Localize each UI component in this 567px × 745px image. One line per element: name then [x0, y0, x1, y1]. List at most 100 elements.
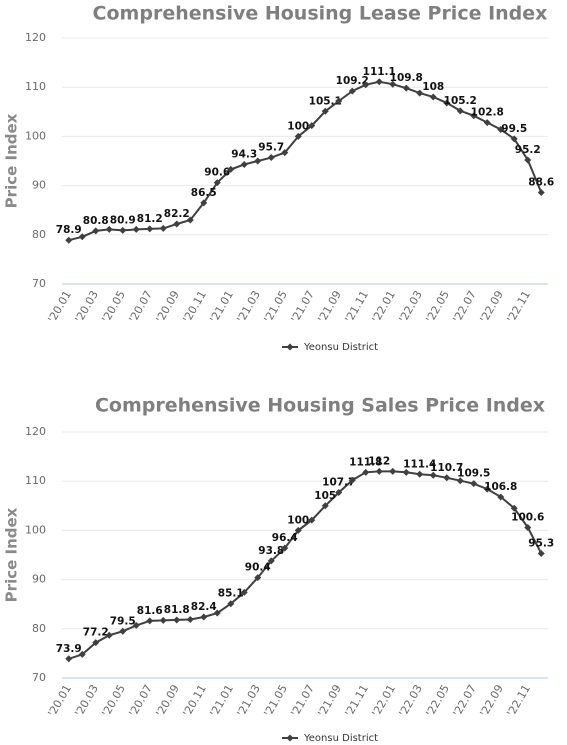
marker — [429, 471, 437, 479]
data-label: 105 — [314, 490, 336, 502]
y-tick-label: 70 — [32, 671, 46, 684]
marker — [348, 476, 356, 484]
data-label: 108 — [422, 81, 444, 93]
data-label: 78.9 — [56, 224, 82, 236]
marker — [200, 199, 208, 207]
chart-title: Comprehensive Housing Lease Price Index — [93, 3, 548, 25]
x-tick-label: '21.01 — [207, 683, 236, 719]
marker — [524, 523, 532, 531]
marker — [456, 477, 464, 485]
data-label: 111.4 — [403, 458, 436, 470]
marker — [429, 93, 437, 101]
marker — [78, 650, 86, 658]
x-tick-label: '22.11 — [504, 289, 533, 325]
data-label: 82.4 — [191, 601, 217, 613]
data-label: 99.5 — [501, 123, 527, 135]
x-tick-label: '20.03 — [72, 682, 101, 718]
marker — [240, 588, 248, 596]
marker — [402, 84, 410, 92]
marker — [281, 544, 289, 552]
data-label: 111.8 — [349, 456, 382, 468]
x-tick-label: '22.07 — [450, 288, 479, 324]
x-tick-label: '21.01 — [207, 289, 236, 325]
data-label: 112 — [368, 455, 390, 467]
marker — [173, 220, 181, 228]
chart: Comprehensive Housing Sales Price Index P… — [3, 395, 555, 745]
x-tick-label: '20.09 — [153, 682, 182, 718]
marker — [213, 179, 221, 187]
marker — [254, 157, 262, 165]
data-label: 107.7 — [322, 477, 355, 489]
marker — [159, 616, 167, 624]
marker — [119, 226, 127, 234]
x-tick-label: '20.11 — [180, 289, 209, 325]
x-tick-label: '22.03 — [396, 288, 425, 324]
x-tick-label: '21.07 — [288, 288, 317, 324]
x-tick-label: '20.11 — [180, 683, 209, 719]
data-label: 86.5 — [191, 187, 217, 199]
data-label: 81.6 — [137, 605, 163, 617]
marker — [308, 122, 316, 130]
x-tick-label: '22.05 — [423, 288, 452, 324]
data-label: 88.6 — [528, 176, 554, 188]
data-label: 95.2 — [515, 144, 541, 156]
marker — [348, 87, 356, 95]
x-tick-label: '21.07 — [288, 682, 317, 718]
y-axis-label: Price Index — [3, 113, 21, 208]
marker — [65, 236, 73, 244]
marker — [132, 621, 140, 629]
marker — [389, 467, 397, 475]
marker — [497, 126, 505, 134]
data-label: 110.7 — [430, 462, 463, 474]
marker — [267, 154, 275, 162]
x-tick-label: '21.03 — [234, 288, 263, 324]
data-label: 77.2 — [83, 627, 109, 639]
marker — [281, 149, 289, 157]
marker — [227, 165, 235, 173]
marker — [483, 119, 491, 127]
marker — [186, 615, 194, 623]
data-label: 111.1 — [363, 66, 396, 78]
data-label: 102.8 — [471, 107, 504, 119]
marker — [510, 504, 518, 512]
marker — [92, 639, 100, 647]
x-tick-label: '21.05 — [261, 682, 290, 718]
marker — [321, 107, 329, 115]
marker — [537, 188, 545, 196]
marker — [213, 609, 221, 617]
marker — [375, 78, 383, 86]
x-tick-label: '22.03 — [396, 682, 425, 718]
x-tick-label: '20.03 — [72, 288, 101, 324]
marker — [294, 526, 302, 534]
data-label: 80.8 — [83, 215, 109, 227]
data-label: 79.5 — [110, 615, 136, 627]
marker — [416, 470, 424, 478]
data-label: 82.2 — [164, 208, 190, 220]
data-label: 100 — [287, 120, 309, 132]
y-tick-label: 110 — [25, 474, 46, 487]
legend-label: Yeonsu District — [303, 733, 378, 744]
marker — [362, 81, 370, 89]
x-tick-label: '21.11 — [342, 683, 371, 719]
data-label: 93.8 — [258, 545, 284, 557]
y-axis-label: Price Index — [3, 507, 21, 602]
line — [68, 470, 543, 660]
data-label: 105.1 — [309, 95, 342, 107]
data-label: 95.7 — [258, 142, 284, 154]
x-tick-label: '22.11 — [504, 683, 533, 719]
marker — [416, 89, 424, 97]
y-tick-label: 120 — [25, 425, 46, 438]
marker — [497, 493, 505, 501]
data-label: 95.3 — [528, 538, 554, 550]
data-label: 109.5 — [457, 468, 490, 480]
x-tick-label: '20.07 — [126, 288, 155, 324]
x-tick-label: '21.05 — [261, 288, 290, 324]
x-tick-label: '22.01 — [369, 683, 398, 719]
x-tick-label: '20.05 — [99, 682, 128, 718]
x-tick-label: '20.01 — [45, 683, 74, 719]
marker — [389, 80, 397, 88]
data-label: 73.9 — [56, 643, 82, 655]
marker — [240, 160, 248, 168]
x-tick-label: '20.09 — [153, 288, 182, 324]
marker — [200, 613, 208, 621]
